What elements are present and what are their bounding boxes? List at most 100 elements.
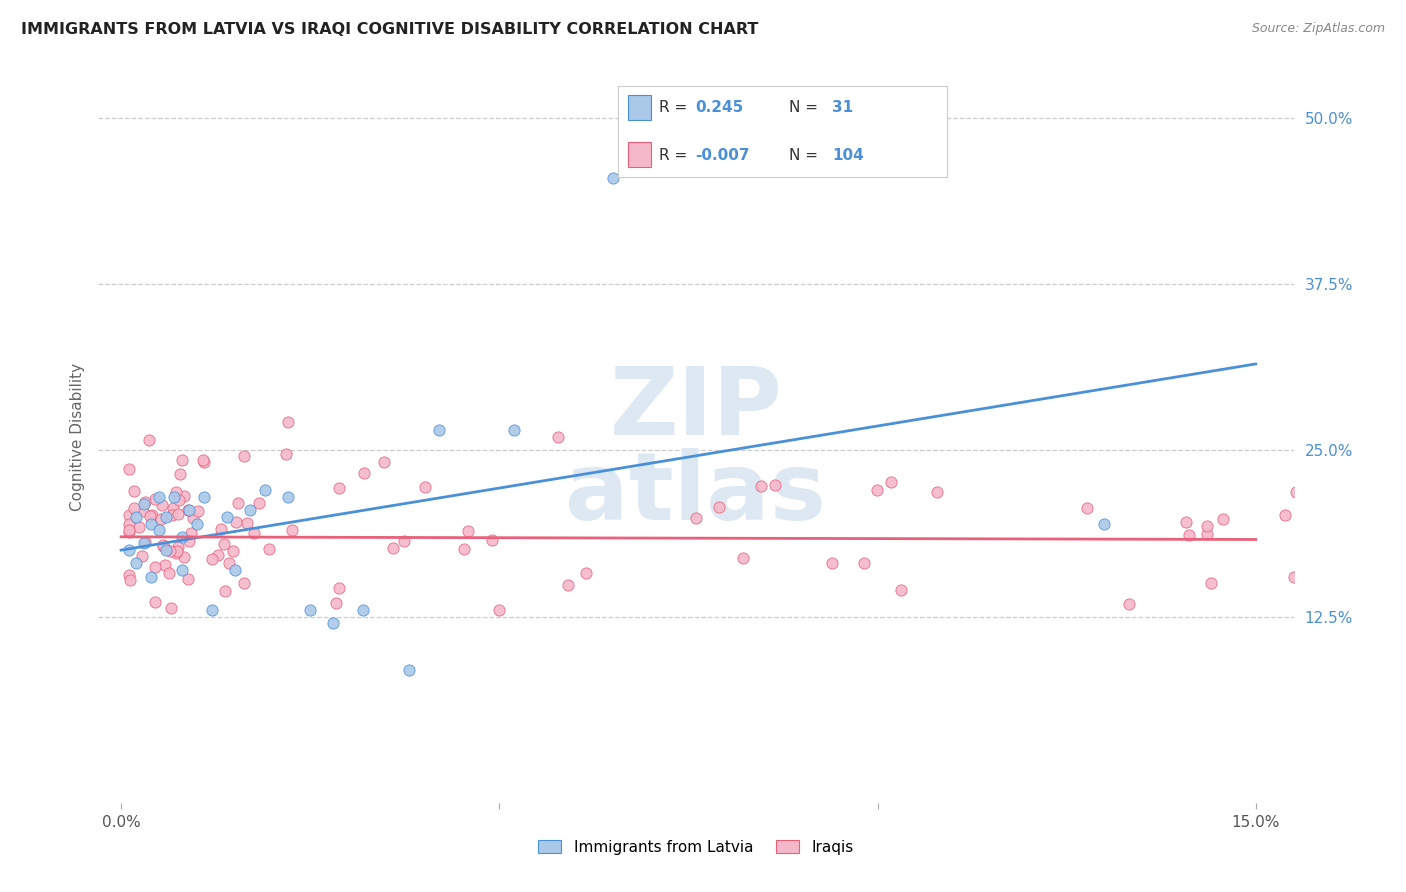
Point: [122, 484, 145, 499]
Point: [232, 576, 254, 591]
Point: [457, 524, 479, 538]
Point: [177, 503, 200, 517]
Point: [141, 570, 163, 584]
Point: [118, 543, 141, 558]
Point: [138, 433, 160, 447]
Point: [143, 491, 166, 506]
Point: [1076, 500, 1098, 515]
Point: [141, 516, 163, 531]
Point: [277, 415, 299, 429]
Point: [163, 490, 186, 504]
Point: [159, 566, 181, 581]
Point: [128, 519, 150, 533]
Point: [1195, 526, 1218, 541]
Point: [141, 508, 163, 522]
Point: [152, 539, 174, 553]
Point: [170, 563, 193, 577]
Point: [160, 508, 183, 523]
Text: IMMIGRANTS FROM LATVIA VS IRAQI COGNITIVE DISABILITY CORRELATION CHART: IMMIGRANTS FROM LATVIA VS IRAQI COGNITIV…: [21, 22, 758, 37]
Point: [222, 543, 245, 558]
Point: [890, 582, 912, 597]
Point: [547, 429, 569, 443]
Point: [166, 507, 188, 521]
Point: [180, 526, 202, 541]
Point: [134, 534, 156, 549]
Point: [325, 596, 347, 610]
Point: [143, 560, 166, 574]
Point: [166, 544, 188, 558]
Point: [118, 508, 141, 523]
Point: [233, 449, 256, 463]
Point: [415, 480, 437, 494]
Point: [170, 530, 193, 544]
Point: [239, 503, 262, 517]
Point: [173, 549, 195, 564]
Point: [1178, 528, 1201, 542]
Point: [257, 541, 280, 556]
Point: [707, 500, 730, 514]
Point: [453, 542, 475, 557]
Point: [398, 663, 420, 677]
Point: [155, 509, 177, 524]
Point: [751, 479, 773, 493]
Point: [187, 504, 209, 518]
Point: [132, 497, 155, 511]
Point: [191, 452, 214, 467]
Point: [118, 516, 141, 531]
Point: [602, 170, 624, 185]
Point: [172, 453, 194, 467]
Point: [118, 568, 141, 582]
Point: [132, 536, 155, 550]
Text: Source: ZipAtlas.com: Source: ZipAtlas.com: [1251, 22, 1385, 36]
Point: [162, 501, 184, 516]
Point: [731, 551, 754, 566]
Point: [322, 616, 344, 631]
Point: [118, 523, 141, 537]
Point: [1199, 576, 1222, 591]
Point: [276, 490, 298, 504]
Point: [125, 557, 148, 571]
Point: [131, 549, 153, 563]
Point: [503, 424, 526, 438]
Point: [214, 537, 236, 551]
Point: [880, 475, 903, 489]
Point: [125, 509, 148, 524]
Point: [211, 522, 233, 536]
Point: [281, 523, 304, 537]
Point: [247, 496, 270, 510]
Point: [201, 603, 224, 617]
Point: [118, 573, 141, 587]
Point: [207, 548, 229, 562]
Point: [149, 512, 172, 526]
Point: [382, 541, 405, 556]
Point: [152, 498, 174, 512]
Point: [481, 533, 503, 548]
Point: [167, 541, 190, 555]
Point: [177, 534, 200, 549]
Text: ZIP
atlas: ZIP atlas: [565, 363, 827, 541]
Point: [177, 573, 200, 587]
Point: [299, 603, 322, 617]
Point: [1282, 570, 1305, 584]
Point: [557, 578, 579, 592]
Point: [1336, 497, 1358, 511]
Point: [165, 484, 187, 499]
Point: [215, 509, 238, 524]
Point: [1174, 516, 1197, 530]
Point: [181, 511, 204, 525]
Point: [214, 584, 236, 599]
Point: [328, 481, 350, 495]
Point: [148, 523, 170, 537]
Point: [122, 500, 145, 515]
Point: [685, 511, 707, 525]
Point: [488, 603, 510, 617]
Point: [148, 490, 170, 504]
Point: [134, 495, 156, 509]
Point: [328, 581, 350, 595]
Point: [225, 515, 247, 529]
Point: [243, 526, 266, 541]
Point: [927, 485, 949, 500]
Legend: Immigrants from Latvia, Iraqis: Immigrants from Latvia, Iraqis: [533, 834, 859, 861]
Point: [139, 508, 162, 523]
Point: [159, 544, 181, 558]
